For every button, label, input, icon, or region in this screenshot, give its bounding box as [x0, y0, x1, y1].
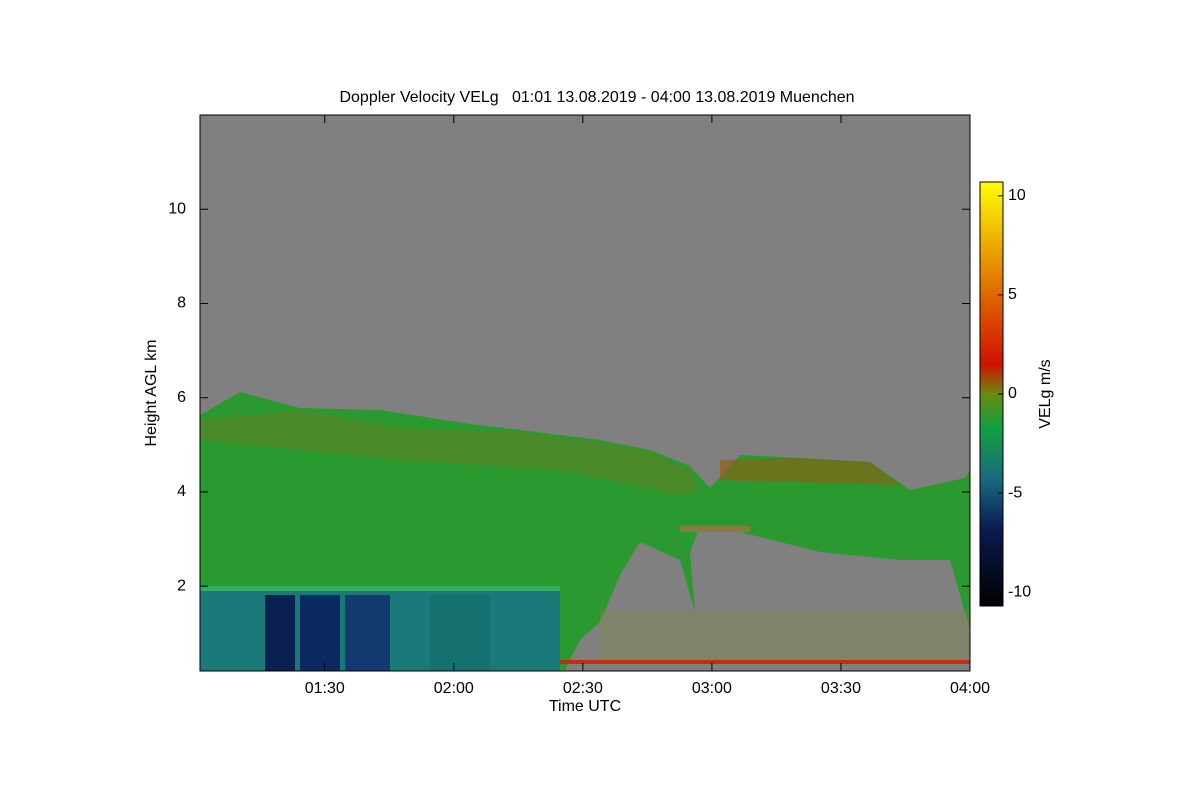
colorbar-tick-label: 0 [1008, 385, 1017, 402]
colorbar-tick-label: -5 [1008, 484, 1022, 501]
x-axis-label: Time UTC [549, 698, 621, 715]
y-tick-label: 8 [177, 295, 186, 312]
y-tick-label: 10 [168, 200, 186, 217]
y-tick-label: 2 [177, 577, 186, 594]
colorbar-label: VELg m/s [1037, 359, 1054, 428]
x-tick-label: 04:00 [950, 680, 990, 697]
chart-title: Doppler Velocity VELg 01:01 13.08.2019 -… [339, 89, 854, 106]
plot-frame [199, 114, 971, 672]
x-tick-label: 03:00 [692, 680, 732, 697]
y-tick-label: 4 [177, 483, 186, 500]
x-tick-label: 03:30 [821, 680, 861, 697]
y-tick-label: 6 [177, 389, 186, 406]
colorbar-tick-label: 10 [1008, 187, 1026, 204]
radar-field [200, 115, 970, 671]
x-tick-label: 02:00 [434, 680, 474, 697]
colorbar-tick-label: 5 [1008, 286, 1017, 303]
x-tick-label: 01:30 [305, 680, 345, 697]
x-tick-label: 02:30 [563, 680, 603, 697]
colorbar-tick-label: -10 [1008, 583, 1031, 600]
y-axis-label: Height AGL km [143, 339, 160, 446]
